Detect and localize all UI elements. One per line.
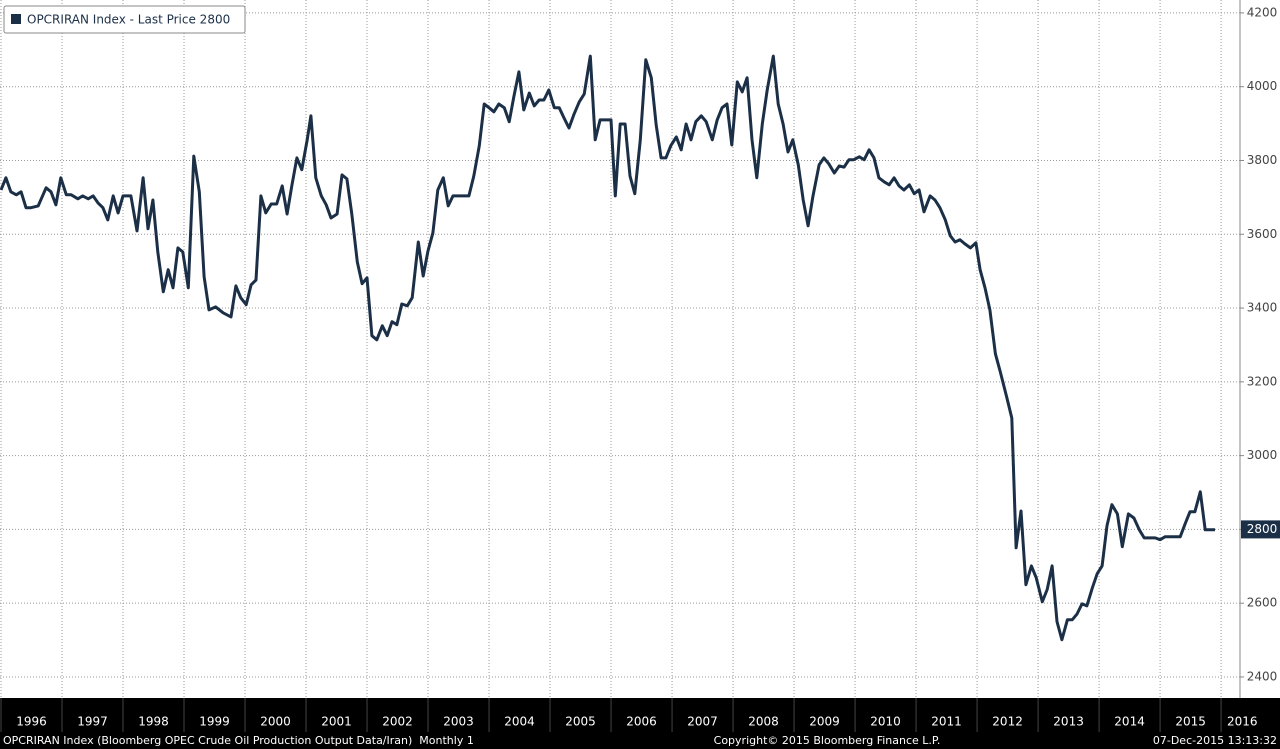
x-tick-label: 2009 [809, 715, 840, 729]
legend-label: OPCRIRAN Index - Last Price 2800 [27, 13, 230, 27]
last-price-tag-bg [1241, 520, 1280, 539]
y-tick-label: 4200 [1247, 5, 1278, 19]
x-tick-label: 1999 [199, 715, 230, 729]
x-tick-label: 2010 [870, 715, 901, 729]
y-tick-label: 3400 [1247, 301, 1278, 315]
y-tick-label: 3600 [1247, 227, 1278, 241]
y-tick-label: 3000 [1247, 448, 1278, 462]
x-tick-label: 1998 [138, 715, 169, 729]
footer-timestamp: 07-Dec-2015 13:13:32 [1153, 734, 1277, 747]
x-tick-label: 2007 [687, 715, 718, 729]
x-tick-label: 2003 [443, 715, 474, 729]
footer-description: OPCRIRAN Index (Bloomberg OPEC Crude Oil… [3, 734, 474, 747]
x-tick-label: 2008 [748, 715, 779, 729]
legend-box [3, 5, 246, 34]
x-tick-label: 2012 [992, 715, 1023, 729]
plot-background [0, 0, 1280, 698]
axis-band [0, 698, 1280, 749]
y-tick-label: 2400 [1247, 669, 1278, 683]
x-tick-label: 1996 [16, 715, 47, 729]
grid [0, 0, 1244, 732]
x-tick-label: 2004 [504, 715, 535, 729]
marks [0, 54, 1215, 642]
price-line [0, 54, 1215, 642]
x-tick-label: 2005 [565, 715, 596, 729]
x-tick-label: 1997 [77, 715, 108, 729]
legend-swatch [11, 14, 21, 24]
x-tick-label: 2014 [1114, 715, 1145, 729]
last-price-tag: 2800 [1247, 522, 1278, 536]
y-tick-label: 4000 [1247, 79, 1278, 93]
x-tick-label: 2001 [321, 715, 352, 729]
x-tick-label: 2011 [931, 715, 962, 729]
y-tick-label: 2600 [1247, 596, 1278, 610]
y-tick-label: 3200 [1247, 374, 1278, 388]
footer-copyright: Copyright© 2015 Bloomberg Finance L.P. [714, 734, 941, 747]
y-tick-label: 3800 [1247, 153, 1278, 167]
x-tick-label: 2002 [382, 715, 413, 729]
x-tick-label: 2006 [626, 715, 657, 729]
x-tick-label: 2015 [1175, 715, 1206, 729]
x-tick-label: 2013 [1053, 715, 1084, 729]
x-tick-label: 2016 [1227, 715, 1258, 729]
x-tick-label: 2000 [260, 715, 291, 729]
